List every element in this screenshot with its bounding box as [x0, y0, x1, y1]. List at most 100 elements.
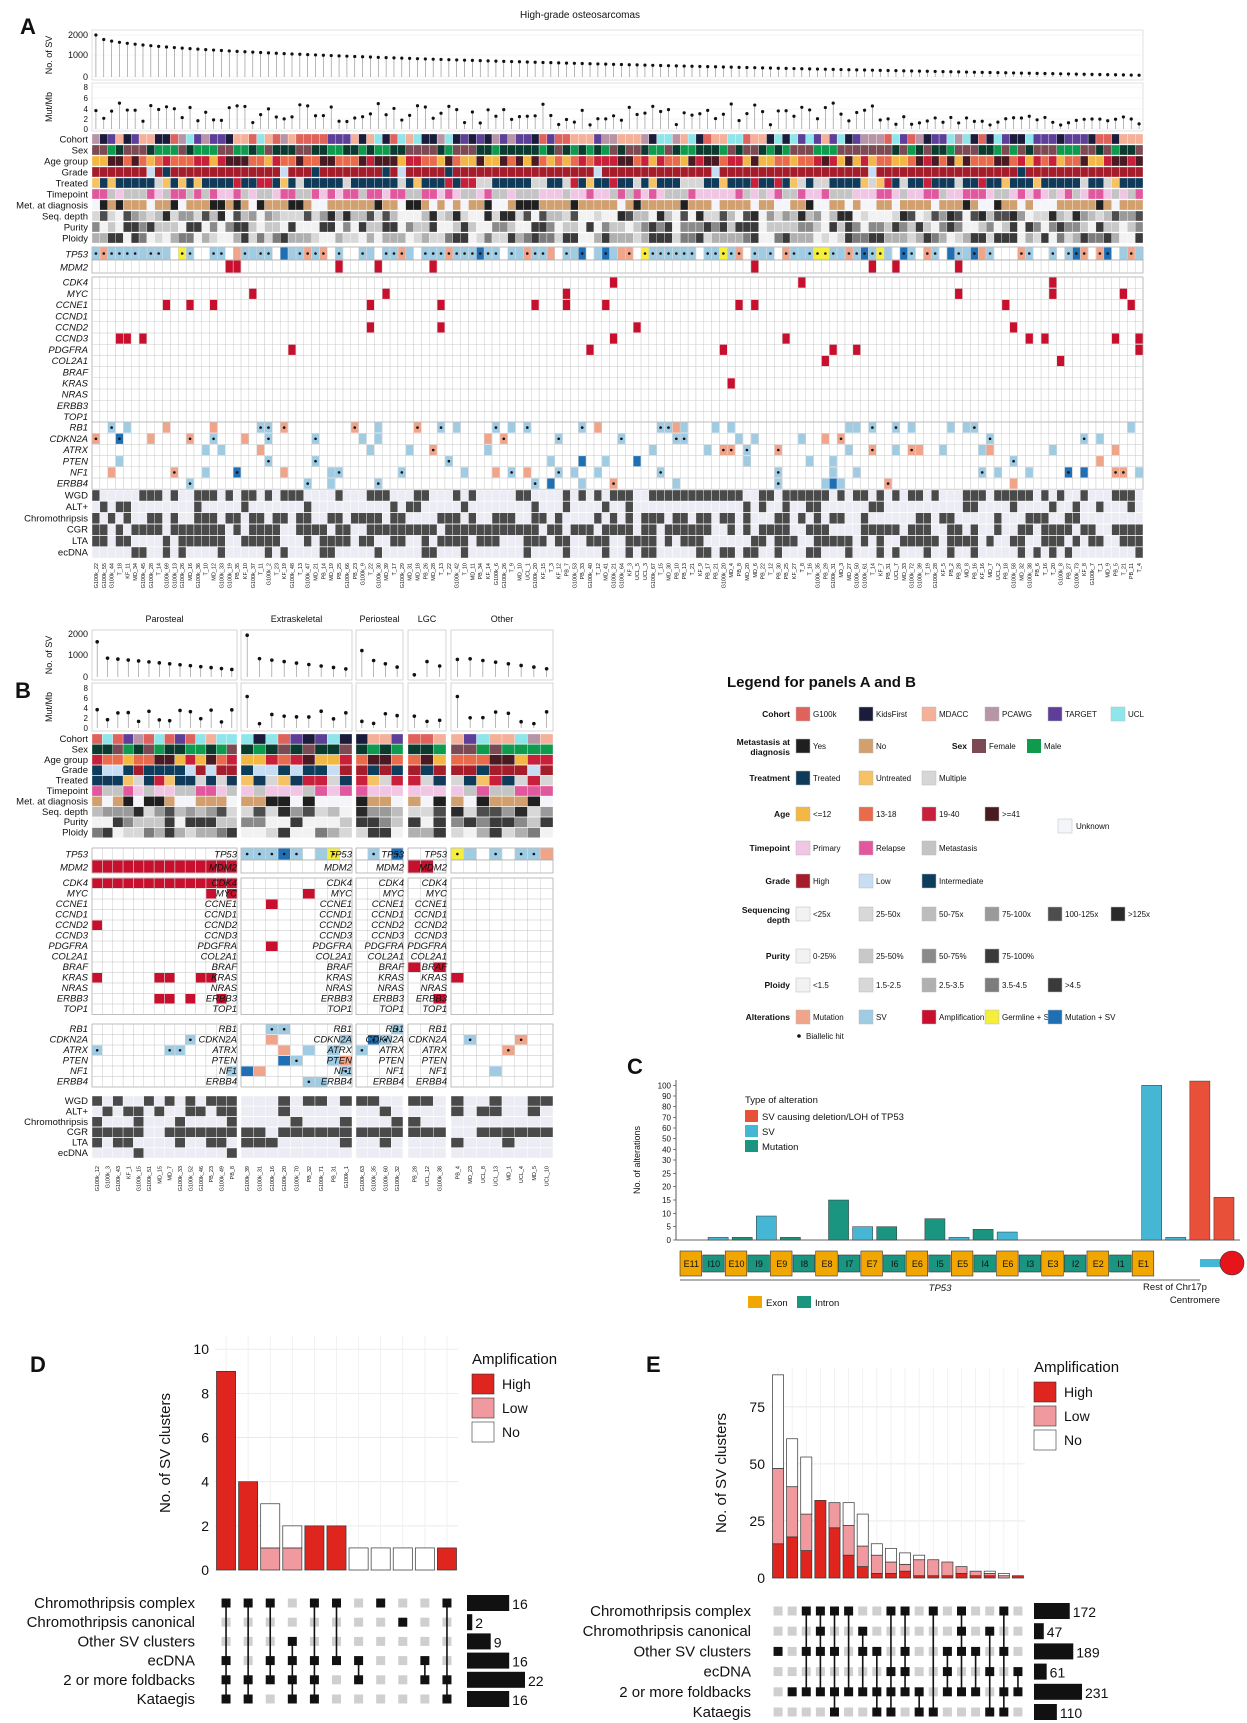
clinical-cell: [687, 188, 697, 200]
clinical-cell: [656, 221, 665, 233]
clinical-cell: [131, 210, 140, 222]
mut-point: [910, 122, 914, 126]
biallelic-dot: [118, 252, 121, 255]
clinical-cell: [280, 166, 289, 178]
clinical-cell: [1033, 177, 1042, 189]
clinical-cell: [225, 232, 234, 244]
clinical-cell: [523, 177, 532, 189]
amp-alteration: [735, 299, 743, 311]
clinical-cell: [91, 155, 100, 167]
clinical-cell: [185, 133, 195, 145]
clinical-cell: [609, 221, 618, 233]
clinical-cell: [829, 133, 838, 145]
clinical-cell: [656, 155, 665, 167]
clinical-cell: [970, 210, 979, 222]
sv-point: [510, 59, 514, 64]
sv-point: [157, 44, 161, 48]
biallelic-dot: [1051, 252, 1055, 255]
clinical-cell: [782, 199, 791, 211]
clinical-cell: [648, 210, 657, 222]
gene-label: CCND2: [55, 323, 88, 334]
clinical-cell: [374, 221, 383, 233]
clinical-cell: [664, 155, 673, 167]
tsg-alteration: [829, 467, 837, 478]
clinical-cell: [1119, 144, 1128, 156]
biallelic-dot: [212, 252, 215, 255]
clinical-cell: [240, 221, 250, 233]
clinical-cell: [476, 210, 485, 222]
mut-point: [776, 109, 780, 113]
biallelic-dot: [831, 252, 835, 255]
biallelic-dot: [267, 426, 270, 429]
mut-point: [815, 117, 820, 121]
clinical-cell: [146, 232, 155, 244]
sv-point: [227, 49, 231, 53]
clinical-cell: [687, 155, 697, 167]
clinical-cell: [1119, 232, 1128, 244]
clinical-cell: [915, 155, 924, 167]
clinical-cell: [429, 155, 438, 167]
clinical-cell: [703, 210, 712, 222]
clinical-cell: [640, 144, 650, 156]
clinical-cell: [225, 155, 234, 167]
clinical-cell: [1127, 210, 1136, 222]
clinical-cell: [319, 232, 328, 244]
clinical-cell: [672, 232, 681, 244]
clinical-cell: [256, 166, 265, 178]
biallelic-dot: [933, 252, 937, 255]
clinical-cell: [358, 133, 367, 145]
tp53-alteration: [884, 247, 892, 260]
biallelic-dot: [322, 252, 325, 255]
sv-point: [502, 59, 506, 63]
clinical-cell: [797, 199, 806, 211]
clinical-cell: [287, 188, 297, 200]
sv-point: [1113, 73, 1118, 77]
clinical-cell: [366, 221, 375, 233]
clinical-cell: [868, 144, 877, 156]
clinical-cell: [405, 221, 414, 233]
clinical-cell: [664, 232, 673, 244]
clinical-cell: [868, 166, 877, 178]
clinical-cell: [727, 199, 736, 211]
sv-point: [306, 53, 310, 57]
biallelic-dot: [910, 448, 913, 452]
clinical-cell: [1064, 188, 1073, 200]
clinical-cell: [115, 232, 124, 244]
clinical-cell: [617, 210, 626, 222]
clinical-cell: [774, 232, 783, 244]
clinical-cell: [217, 177, 226, 189]
clinical-cell: [1087, 144, 1097, 156]
mdm2-alteration: [335, 260, 343, 273]
clinical-cell: [852, 210, 861, 222]
clinical-cell: [774, 221, 783, 233]
sv-point: [941, 69, 945, 74]
clinical-cell: [868, 210, 877, 222]
clinical-cell: [162, 210, 171, 222]
mut-point: [996, 120, 1000, 124]
clinical-cell: [750, 166, 759, 178]
sv-point: [627, 63, 631, 67]
mut-point: [172, 107, 176, 111]
sv-point: [1035, 71, 1039, 75]
mut-point: [917, 121, 922, 125]
sv-point: [282, 51, 286, 56]
clinical-cell: [884, 210, 893, 222]
clinical-cell: [515, 210, 524, 222]
clinical-cell: [852, 133, 861, 145]
clinical-cell: [123, 199, 132, 211]
clinical-cell: [91, 166, 100, 178]
clinical-cell: [884, 232, 893, 244]
clinical-cell: [311, 199, 320, 211]
clinical-cell: [178, 133, 187, 145]
mut-point: [259, 113, 263, 117]
biallelic-dot: [659, 426, 662, 429]
clinical-cell: [844, 221, 853, 233]
biallelic-dot: [847, 252, 851, 255]
clinical-cell: [178, 188, 187, 200]
clinical-cell: [264, 177, 273, 189]
clinical-cell: [884, 155, 893, 167]
clinical-cell: [821, 144, 830, 156]
mdm2-alteration: [955, 260, 963, 273]
clinical-cell: [1103, 177, 1112, 189]
clinical-cell: [1048, 221, 1057, 233]
